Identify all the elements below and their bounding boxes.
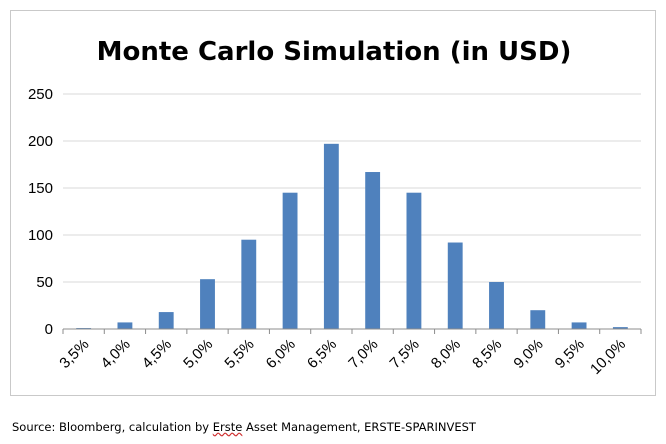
x-tick-label: 8,0% bbox=[428, 336, 464, 372]
x-tick-label: 5,0% bbox=[180, 336, 216, 372]
x-tick-labels: 3,5% 4,0% 4,5% 5,0% 5,5% 6,0% 6,5% 7,0% 7,5% 8,0%… bbox=[56, 336, 629, 378]
chart-title: Monte Carlo Simulation (in USD) bbox=[97, 37, 572, 67]
bar bbox=[612, 327, 628, 329]
x-tick-label: 3,5% bbox=[56, 336, 92, 372]
bar bbox=[158, 312, 174, 329]
x-tick-label: 7,0% bbox=[345, 336, 381, 372]
axes bbox=[62, 328, 642, 334]
x-tick-label: 9,5% bbox=[552, 336, 588, 372]
y-tick-label: 200 bbox=[28, 133, 53, 150]
bar bbox=[571, 322, 587, 329]
bar bbox=[282, 192, 298, 329]
bar bbox=[323, 143, 339, 329]
x-tick-label: 4,0% bbox=[98, 336, 134, 372]
x-tick-label: 6,5% bbox=[304, 336, 340, 372]
y-tick-labels: 0 50 100 150 200 250 bbox=[28, 86, 53, 338]
bars bbox=[76, 143, 628, 329]
bar bbox=[447, 242, 463, 329]
chart-frame: Monte Carlo Simulation (in USD) 0 50 100 15… bbox=[10, 10, 656, 396]
x-tick-label: 9,0% bbox=[510, 336, 546, 372]
x-tick-label: 7,5% bbox=[387, 336, 423, 372]
bar bbox=[365, 172, 381, 329]
x-tick-label: 5,5% bbox=[221, 336, 257, 372]
y-tick-label: 150 bbox=[28, 180, 53, 197]
bar bbox=[200, 279, 215, 329]
bar bbox=[117, 322, 133, 329]
bar bbox=[241, 239, 257, 329]
bar bbox=[489, 282, 504, 329]
source-erste: Erste bbox=[212, 420, 243, 434]
source-prefix: Source: Bloomberg, calculation by bbox=[12, 420, 213, 434]
y-tick-label: 0 bbox=[45, 321, 53, 338]
x-tick-label: 4,5% bbox=[139, 336, 175, 372]
y-tick-label: 100 bbox=[28, 227, 53, 244]
y-tick-label: 50 bbox=[36, 274, 53, 291]
source-note: Source: Bloomberg, calculation by Erste … bbox=[12, 420, 476, 434]
bar bbox=[530, 310, 546, 329]
x-tick-label: 8,5% bbox=[469, 336, 505, 372]
gridlines bbox=[63, 93, 641, 283]
chart-svg: Monte Carlo Simulation (in USD) 0 50 100 15… bbox=[28, 37, 642, 378]
y-tick-label: 250 bbox=[28, 86, 53, 103]
x-tick-label: 10,0% bbox=[587, 336, 629, 378]
bar bbox=[406, 192, 422, 329]
source-suffix: Asset Management, ERSTE-SPARINVEST bbox=[242, 420, 476, 434]
x-tick-label: 6,0% bbox=[263, 336, 299, 372]
